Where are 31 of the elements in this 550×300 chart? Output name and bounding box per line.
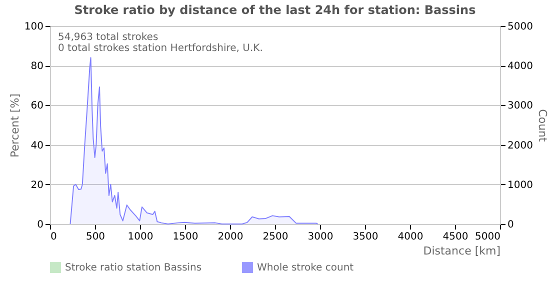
x-tick-label: 4500 xyxy=(442,232,468,242)
legend-label: Stroke ratio station Bassins xyxy=(65,262,202,274)
annotation: 54,963 total strokes xyxy=(58,32,158,43)
y2-tick-label: 5000 xyxy=(508,22,533,32)
chart-title: Stroke ratio by distance of the last 24h for station: Bassins xyxy=(74,3,476,17)
x-tick-label: 1000 xyxy=(128,232,154,242)
x-tick-label: 4000 xyxy=(398,232,424,242)
y-tick-label: 100 xyxy=(24,22,44,32)
y-tick-label: 20 xyxy=(30,180,44,191)
y2-tick-label: 4000 xyxy=(508,61,533,72)
annotation: 0 total strokes station Hertfordshire, U.K. xyxy=(58,43,263,54)
x-tick-label: 2500 xyxy=(262,232,288,242)
x-tick-label: 1500 xyxy=(172,232,198,242)
x-tick-label: 5000 xyxy=(475,232,500,242)
x-tick-label: 2000 xyxy=(218,232,244,242)
y2-tick-label: 3000 xyxy=(508,100,533,112)
y-tick-label: 60 xyxy=(30,100,44,112)
x-axis-title: Distance [km] xyxy=(423,244,500,258)
x-tick-label: 500 xyxy=(86,232,106,242)
y2-tick-label: 2000 xyxy=(508,140,533,152)
y-tick-label: 0 xyxy=(37,220,44,230)
x-tick-label: 0 xyxy=(50,232,57,242)
y2-tick-label: 0 xyxy=(508,220,514,230)
y-axis-title: Percent [%] xyxy=(8,94,22,158)
y-tick-label: 80 xyxy=(30,61,44,72)
y2-tick-label: 1000 xyxy=(508,180,533,191)
y-tick-label: 40 xyxy=(30,140,44,152)
x-tick-label: 3000 xyxy=(308,232,334,242)
legend-label: Whole stroke count xyxy=(257,262,354,274)
y2-axis-title: Count xyxy=(536,109,549,143)
x-tick-label: 3500 xyxy=(352,232,378,242)
